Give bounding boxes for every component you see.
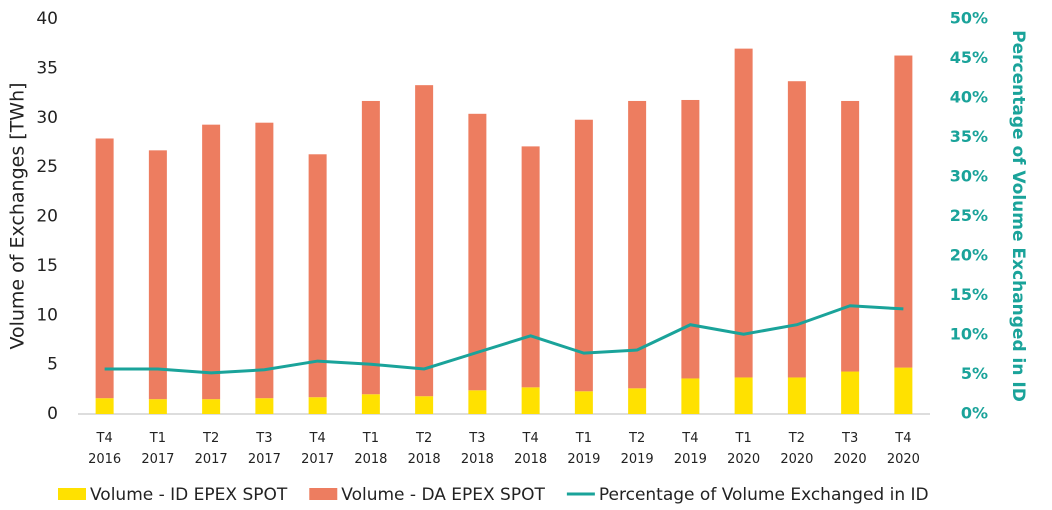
bar [521,146,540,388]
y-tick-label: 25 [36,157,58,177]
bar [415,85,434,397]
bar [574,391,593,414]
bar [628,388,647,414]
y-tick-label: 10 [36,305,58,325]
x-tick-label: T4 2017 [301,431,334,467]
y-tick-label: 30 [36,108,58,128]
y2-tick-label: 35% [950,127,988,146]
x-tick-label: T2 2018 [408,431,441,467]
legend-label: Volume - ID EPEX SPOT [90,485,288,505]
bar [841,371,860,414]
legend-label: Volume - DA EPEX SPOT [341,485,545,505]
y-tick-label: 15 [36,256,58,276]
bar [468,113,487,391]
y-tick-label: 0 [47,404,58,424]
x-tick-label: T4 2020 [887,431,920,467]
bar [95,138,114,399]
y2-tick-label: 10% [950,325,988,344]
line [104,304,904,375]
x-tick-label: T1 2017 [141,431,174,467]
y2-tick-label: 50% [950,9,988,28]
y2-tick-label: 45% [950,48,988,67]
x-tick-label: T1 2018 [354,431,387,467]
bar [734,377,753,414]
legend-label: Percentage of Volume Exchanged in ID [599,485,929,505]
y-tick-label: 35 [36,58,58,78]
x-tick-label: T1 2019 [567,431,600,467]
bar [841,100,860,372]
y2-tick-label: 25% [950,206,988,225]
bar [308,154,327,398]
y2-tick-label: 0% [961,404,988,423]
bar [574,119,593,392]
bar [415,396,434,414]
bar [787,81,806,378]
x-tick-label: T1 2020 [727,431,760,467]
y2-tick-label: 15% [950,285,988,304]
legend-swatch [58,488,86,500]
bar [681,99,700,379]
y-tick-label: 5 [47,355,58,375]
bar [468,390,487,414]
x-tick-label: T4 2018 [514,431,547,467]
y-tick-label: 40 [36,9,58,29]
bar [681,378,700,414]
x-tick-label: T2 2019 [621,431,654,467]
bar [734,48,753,378]
x-tick-label: T3 2020 [834,431,867,467]
y2-tick-label: 5% [961,364,988,383]
bar [894,367,913,414]
bar [255,122,274,399]
bar [95,398,114,414]
bar [255,398,274,414]
bar [202,124,221,400]
bar [521,387,540,414]
bar [628,100,647,389]
bar [308,397,327,414]
legend-swatch [309,488,338,500]
bar [202,399,221,414]
bar [894,55,913,368]
x-tick-label: T4 2016 [88,431,121,467]
y2-tick-label: 40% [950,88,988,107]
bar [361,100,380,395]
x-tick-label: T3 2018 [461,431,494,467]
bar [361,394,380,414]
x-tick-label: T2 2017 [195,431,228,467]
y2-axis-label: Percentage of Volume Exchanged in ID [1008,30,1028,402]
y-tick-label: 20 [36,207,58,227]
y2-tick-label: 20% [950,246,988,265]
bar [787,377,806,414]
x-tick-label: T2 2020 [780,431,813,467]
bar [148,150,167,400]
bar [148,399,167,414]
y-axis-label: Volume of Exchanges [TWh] [7,82,29,349]
x-tick-label: T4 2019 [674,431,707,467]
y2-tick-label: 30% [950,167,988,186]
x-tick-label: T3 2017 [248,431,281,467]
